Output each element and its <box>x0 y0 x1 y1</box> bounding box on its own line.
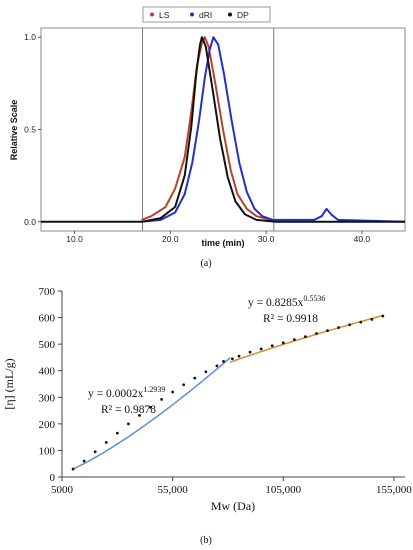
equation-annotation-2: y = 0.8285x0.5536 R² = 0.9918 <box>248 294 325 325</box>
data-point <box>93 450 97 454</box>
legend-dri-marker <box>190 12 194 17</box>
y-tick-label-b: 600 <box>39 313 56 325</box>
y-tick-label-b: 300 <box>39 392 56 404</box>
eq1-exponent: 1.2939 <box>143 385 165 394</box>
data-point <box>292 338 296 342</box>
legend-dp-marker <box>228 12 232 17</box>
y-tick-label-b: 100 <box>39 445 56 457</box>
data-point <box>149 405 152 409</box>
svg-text:y = 0.0002x1.2939: y = 0.0002x1.2939 <box>88 385 165 400</box>
data-point <box>222 360 225 363</box>
trendline-1 <box>72 357 231 470</box>
x-tick-label-a: 10.0 <box>66 234 83 244</box>
series-dri-line <box>141 36 406 223</box>
data-point <box>237 354 241 358</box>
data-point <box>204 370 208 374</box>
legend-dri-label: dRI <box>199 10 212 20</box>
series-ls-line <box>141 36 272 221</box>
data-point <box>182 383 186 387</box>
series-dp-line <box>41 36 405 223</box>
x-tick-label-b: 5000 <box>51 484 74 496</box>
x-tick-label-a: 20.0 <box>162 234 179 244</box>
svg-text:y = 0.8285x0.5536: y = 0.8285x0.5536 <box>248 294 325 309</box>
data-point <box>304 335 307 339</box>
data-point <box>315 332 318 335</box>
r2-label-2: R² = 0.9918 <box>263 313 318 325</box>
x-axis-label-b: Mw (Da) <box>211 499 255 513</box>
data-point <box>348 323 352 327</box>
x-axis-label-a: time (min) <box>201 238 244 248</box>
data-point <box>215 364 219 368</box>
y-axis-label-b: [η] (mL/g) <box>2 358 16 409</box>
data-point <box>104 441 108 444</box>
x-tick-label-b: 105,000 <box>265 484 301 496</box>
y-tick-label-a: 0.5 <box>24 125 36 135</box>
data-point <box>248 350 252 354</box>
eq1-base: y = 0.0002x <box>88 388 144 400</box>
data-point <box>337 326 341 330</box>
data-point <box>171 390 175 394</box>
data-point <box>270 344 274 348</box>
x-tick-label-b: 55,000 <box>158 484 189 496</box>
equation-annotation-1: y = 0.0002x1.2939 R² = 0.9878 <box>88 385 165 416</box>
legend-dp-label: DP <box>237 10 249 20</box>
legend-ls-label: LS <box>159 10 170 20</box>
x-tick-label-a: 40.0 <box>354 234 371 244</box>
data-point <box>193 376 197 380</box>
y-tick-label-b: 500 <box>39 339 56 351</box>
eq2-base: y = 0.8285x <box>248 297 304 309</box>
data-point <box>138 413 141 417</box>
data-point <box>160 398 163 401</box>
panel-b-chart: 5000 55,000 105,000 155,000 0 100 200 300 400 50… <box>2 286 412 546</box>
y-tick-label-b: 700 <box>39 286 56 298</box>
x-tick-label-a: 30.0 <box>258 234 275 244</box>
data-point <box>359 320 363 324</box>
eq2-exponent: 0.5536 <box>303 294 325 303</box>
y-tick-label-b: 200 <box>39 419 56 431</box>
data-point <box>326 329 329 332</box>
y-tick-label-a: 0.0 <box>24 217 36 227</box>
legend-a: LS dRI DP <box>142 6 271 23</box>
data-point <box>126 422 130 426</box>
legend-ls-marker <box>150 12 154 17</box>
y-tick-label-b: 0 <box>50 472 56 484</box>
panel-label-b: (b) <box>200 535 212 546</box>
data-point <box>115 431 119 435</box>
data-point <box>259 347 263 351</box>
data-point <box>230 357 234 361</box>
data-point <box>82 459 86 463</box>
panel-label-a: (a) <box>200 258 211 269</box>
y-tick-label-b: 400 <box>39 366 56 378</box>
x-tick-label-b: 155,000 <box>376 484 412 496</box>
data-point <box>370 318 374 321</box>
data-point <box>381 314 385 318</box>
y-axis-label-a: Relative Scale <box>9 100 19 161</box>
y-tick-label-a: 1.0 <box>24 32 36 42</box>
data-point <box>281 341 285 345</box>
data-point <box>71 467 75 471</box>
r2-label-1: R² = 0.9878 <box>101 404 156 416</box>
